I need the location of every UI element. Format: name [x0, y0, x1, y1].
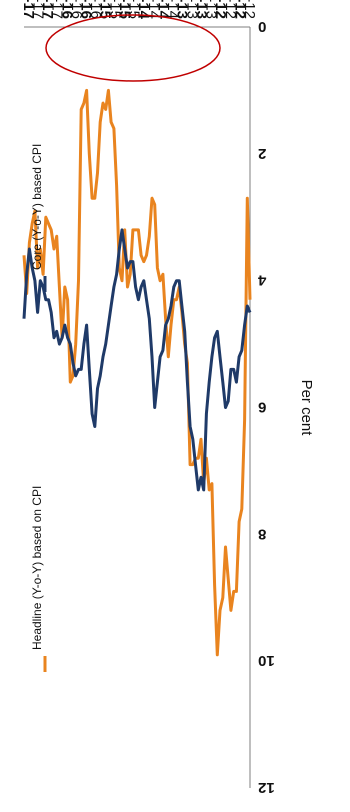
x-tick-label: Apr-13	[193, 0, 210, 19]
y-tick-label: 12	[258, 779, 275, 796]
x-tick-label: Oct-15	[97, 0, 114, 19]
x-tick-label: Jul-15	[106, 0, 123, 19]
y-tick-label: 0	[258, 18, 266, 35]
legend: Headline (Y-o-Y) based on CPI Core (Y-o-Y…	[30, 144, 47, 672]
x-tick-label: Jul-13	[183, 0, 200, 19]
x-tick-label: Jan-15	[126, 0, 143, 19]
y-tick-label: 6	[258, 399, 266, 416]
x-tick-label: Jan-16	[87, 0, 104, 19]
legend-core-label: Core (Y-o-Y) based CPI	[30, 144, 44, 270]
x-tick-label: Oct-12	[212, 0, 229, 19]
x-tick-label: Apr-16	[78, 0, 95, 19]
x-tick-label: Apr-15	[116, 0, 133, 19]
x-tick-label: Apr-12	[231, 0, 248, 19]
y-tick-label: 10	[258, 652, 275, 669]
y-tick-label: 4	[257, 272, 266, 289]
y-axis-title: Per cent	[298, 380, 315, 437]
x-tick-label: Jan-12	[241, 0, 258, 19]
x-tick-label: Jul-17	[29, 0, 46, 19]
y-tick-label: 2	[258, 145, 266, 162]
x-tick-label: Apr-14	[154, 0, 171, 20]
x-tick-label: Jan-14	[164, 0, 181, 19]
x-tick-label: Oct-16	[58, 0, 75, 19]
legend-headline-label: Headline (Y-o-Y) based on CPI	[30, 486, 44, 650]
x-tick-label: Oct-13	[174, 0, 191, 19]
x-tick-label: Jan-17	[49, 0, 66, 19]
x-tick-label: Jul-16	[68, 0, 85, 19]
x-tick-label: Apr-17	[39, 0, 56, 19]
annotation-ellipse	[45, 14, 221, 82]
x-tick-label: Jan-13	[203, 0, 220, 19]
core-cpi-line	[22, 228, 252, 492]
x-tick-label: Jul-12	[222, 0, 239, 19]
headline-cpi-line	[22, 88, 252, 657]
x-tick-label: Oct-17	[20, 0, 37, 19]
rotated-chart-group: 0 2 4 6 8 10 12 Jan-12Apr-12Jul-12Oct-12Jan-13…	[20, 0, 315, 796]
x-axis-ticks: Jan-12Apr-12Jul-12Oct-12Jan-13Apr-13Jul-…	[20, 0, 258, 20]
x-tick-label: Jul-14	[145, 0, 162, 19]
y-tick-label: 8	[258, 525, 266, 542]
series-lines	[22, 88, 252, 657]
y-axis-ticks: 0 2 4 6 8 10 12	[257, 18, 274, 796]
